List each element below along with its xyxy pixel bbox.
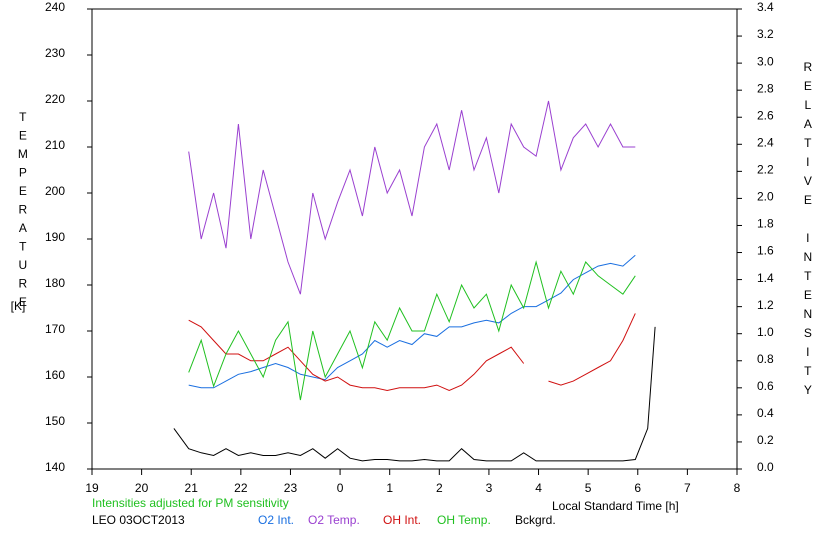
- x-tick-label: 23: [284, 481, 298, 495]
- y2-tick-label: 2.0: [757, 190, 774, 204]
- x-tick-label: 22: [234, 481, 248, 495]
- y2-tick-label: 1.2: [757, 298, 774, 312]
- y-tick-label: 240: [45, 0, 65, 14]
- y2-axis-label: RELATIVE INTENSITY: [801, 60, 815, 402]
- y2-tick-label: 1.8: [757, 217, 774, 231]
- y-tick-label: 190: [45, 230, 65, 244]
- x-tick-label: 6: [634, 481, 641, 495]
- y2-tick-label: 2.4: [757, 135, 774, 149]
- y2-tick-label: 3.0: [757, 54, 774, 68]
- x-tick-label: 8: [734, 481, 741, 495]
- x-tick-label: 20: [135, 481, 149, 495]
- station: LEO 03OCT2013: [92, 513, 185, 527]
- y-tick-label: 230: [45, 46, 65, 60]
- x-tick-label: 2: [436, 481, 443, 495]
- plot-frame: [91, 8, 738, 470]
- y-tick-label: 180: [45, 276, 65, 290]
- series-line: [188, 260, 636, 401]
- y2-tick-label: 1.4: [757, 271, 774, 285]
- y-tick-label: 170: [45, 322, 65, 336]
- x-tick-label: 3: [486, 481, 493, 495]
- x-tick-label: 0: [337, 481, 344, 495]
- note: Intensities adjusted for PM sensitivity: [92, 496, 289, 510]
- legend-entry: O2 Temp.: [308, 513, 360, 527]
- y2-tick-label: 3.4: [757, 0, 774, 14]
- y2-tick-label: 2.2: [757, 163, 774, 177]
- x-tick-label: 7: [684, 481, 691, 495]
- legend-entry: OH Int.: [383, 513, 421, 527]
- series-line: [188, 100, 636, 295]
- y2-tick-label: 2.6: [757, 108, 774, 122]
- series-line: [188, 313, 636, 392]
- x-tick-label: 19: [85, 481, 99, 495]
- y2-tick-label: 1.0: [757, 325, 774, 339]
- legend-entry: Bckgrd.: [515, 513, 556, 527]
- y2-tick-label: 3.2: [757, 27, 774, 41]
- legend-entry: OH Temp.: [437, 513, 491, 527]
- y2-tick-label: 1.6: [757, 244, 774, 258]
- x-tick-label: 1: [386, 481, 393, 495]
- x-axis-label: Local Standard Time [h]: [552, 499, 679, 513]
- y2-tick-label: 0.0: [757, 460, 774, 474]
- y-tick-label: 220: [45, 92, 65, 106]
- y-tick-label: 160: [45, 368, 65, 382]
- y-tick-label: 210: [45, 138, 65, 152]
- y-tick-label: 150: [45, 414, 65, 428]
- legend-entry: O2 Int.: [258, 513, 294, 527]
- y-tick-label: 200: [45, 184, 65, 198]
- y2-tick-label: 0.4: [757, 406, 774, 420]
- y-tick-label: 140: [45, 460, 65, 474]
- x-tick-label: 4: [535, 481, 542, 495]
- y2-tick-label: 2.8: [757, 81, 774, 95]
- series-line: [188, 254, 636, 389]
- y2-tick-label: 0.2: [757, 433, 774, 447]
- x-tick-label: 21: [185, 481, 199, 495]
- y-axis-label: TEMPERATURE: [16, 110, 30, 314]
- y-axis-unit: [K]: [11, 299, 26, 313]
- y2-tick-label: 0.6: [757, 379, 774, 393]
- x-tick-label: 5: [585, 481, 592, 495]
- y2-tick-label: 0.8: [757, 352, 774, 366]
- series-line: [173, 326, 656, 462]
